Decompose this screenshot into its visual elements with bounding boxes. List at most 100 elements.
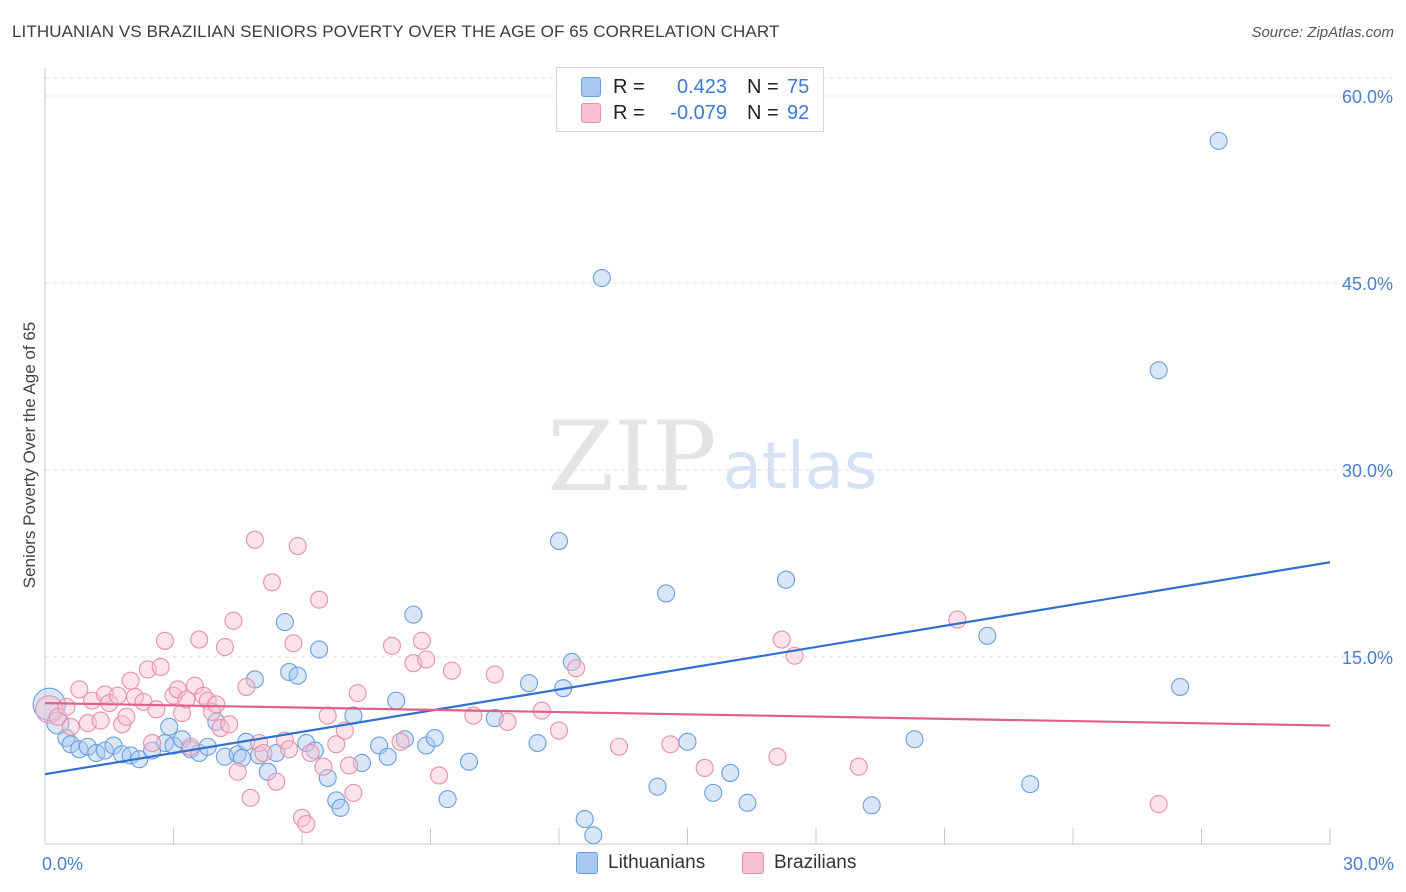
data-point bbox=[1149, 795, 1168, 814]
data-point bbox=[391, 732, 410, 751]
data-point bbox=[978, 626, 997, 645]
data-point bbox=[721, 763, 740, 782]
data-point bbox=[459, 752, 479, 771]
data-point bbox=[378, 747, 397, 766]
data-point bbox=[1209, 131, 1228, 150]
data-point bbox=[1171, 677, 1190, 696]
data-point bbox=[310, 590, 329, 609]
trend-lines bbox=[44, 561, 1331, 776]
data-point bbox=[211, 719, 230, 738]
data-point bbox=[519, 674, 539, 693]
legend-item-lithuanians: Lithuanians bbox=[576, 852, 705, 874]
y-tick-label: 15.0% bbox=[1342, 648, 1393, 668]
data-point bbox=[1021, 775, 1040, 794]
x-tick-label: 30.0% bbox=[1343, 854, 1394, 874]
data-point bbox=[549, 721, 569, 740]
data-point bbox=[657, 584, 676, 603]
legend-swatch-lithuanians bbox=[581, 77, 601, 97]
data-point bbox=[609, 737, 629, 756]
r-label: R = bbox=[613, 75, 645, 98]
data-point bbox=[237, 677, 256, 696]
r-value: -0.079 bbox=[670, 101, 727, 124]
y-tick-label: 60.0% bbox=[1342, 87, 1393, 107]
legend-label-lithuanians: Lithuanians bbox=[608, 852, 706, 873]
data-point bbox=[485, 665, 504, 684]
data-point bbox=[220, 715, 239, 734]
data-point bbox=[224, 611, 243, 630]
data-point bbox=[442, 661, 461, 680]
y-tick-label: 30.0% bbox=[1342, 461, 1393, 481]
legend-swatch-brazilians bbox=[742, 852, 764, 874]
data-point bbox=[382, 636, 402, 655]
data-point bbox=[412, 631, 431, 650]
watermark: ZIP atlas bbox=[547, 401, 877, 513]
data-point bbox=[177, 690, 196, 709]
data-point bbox=[70, 680, 89, 699]
data-point bbox=[417, 650, 436, 669]
data-point bbox=[862, 796, 881, 815]
data-point bbox=[318, 706, 337, 725]
n-label: N = bbox=[747, 75, 779, 98]
data-point bbox=[776, 570, 796, 589]
data-point bbox=[318, 768, 337, 787]
r-value: 0.423 bbox=[676, 75, 727, 98]
data-point bbox=[284, 634, 303, 653]
data-point bbox=[121, 671, 140, 690]
data-point bbox=[57, 697, 76, 716]
data-point bbox=[592, 268, 611, 288]
data-point bbox=[425, 728, 444, 748]
tick-labels: 15.0% 30.0% 45.0% 60.0% 0.0% 30.0% bbox=[42, 87, 1394, 874]
n-value: 92 bbox=[787, 101, 810, 124]
data-point bbox=[678, 732, 697, 751]
data-point bbox=[404, 605, 423, 624]
data-point bbox=[245, 530, 264, 549]
data-point bbox=[738, 793, 757, 812]
data-point bbox=[143, 733, 162, 753]
data-point bbox=[648, 777, 667, 796]
watermark-zip: ZIP bbox=[547, 401, 716, 513]
data-point bbox=[181, 737, 200, 756]
data-point bbox=[661, 735, 680, 754]
r-label: R = bbox=[613, 101, 645, 124]
data-point bbox=[297, 815, 316, 834]
data-point bbox=[147, 700, 166, 719]
data-point bbox=[314, 757, 333, 776]
data-point bbox=[215, 637, 234, 657]
data-point bbox=[340, 756, 359, 775]
data-point bbox=[310, 640, 329, 659]
data-point bbox=[280, 662, 299, 682]
y-axis-label: Seniors Poverty Over the Age of 65 bbox=[20, 322, 39, 588]
data-point bbox=[567, 659, 586, 678]
data-point bbox=[438, 790, 457, 809]
data-point bbox=[160, 717, 179, 736]
series-lithuanians bbox=[32, 131, 1228, 845]
data-point bbox=[331, 798, 350, 817]
data-point bbox=[155, 631, 174, 650]
series-brazilians bbox=[35, 530, 1168, 834]
data-point bbox=[905, 730, 924, 749]
legend-label-brazilians: Brazilians bbox=[774, 852, 857, 873]
data-point bbox=[695, 758, 714, 778]
data-point bbox=[190, 630, 209, 649]
legend-swatch-brazilians bbox=[581, 103, 601, 123]
trend-line bbox=[44, 702, 1331, 727]
n-label: N = bbox=[747, 101, 779, 124]
correlation-legend: R = 0.423 N = 75 R = -0.079 N = 92 bbox=[556, 67, 824, 132]
axes bbox=[44, 68, 1331, 845]
data-point bbox=[267, 772, 286, 791]
data-point bbox=[288, 536, 307, 556]
legend-swatch-lithuanians bbox=[576, 852, 598, 874]
data-point bbox=[768, 747, 787, 766]
trend-line bbox=[44, 561, 1331, 776]
data-point bbox=[498, 712, 517, 731]
y-tick-label: 45.0% bbox=[1342, 274, 1393, 294]
data-point bbox=[254, 743, 273, 763]
data-point bbox=[117, 707, 136, 726]
watermark-atlas: atlas bbox=[723, 430, 878, 504]
data-point bbox=[91, 711, 110, 730]
data-point bbox=[228, 762, 247, 781]
x-tick-label: 0.0% bbox=[42, 854, 83, 874]
data-point bbox=[584, 826, 603, 845]
data-point bbox=[108, 686, 127, 705]
